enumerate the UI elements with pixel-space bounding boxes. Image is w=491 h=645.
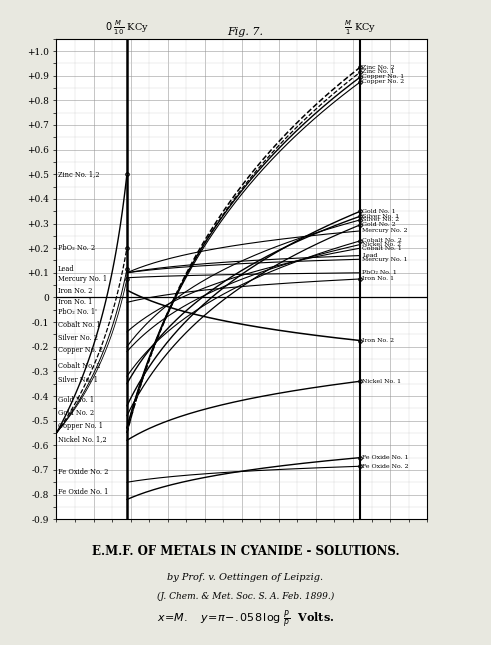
Text: Gold No. 2: Gold No. 2 <box>362 223 396 227</box>
Text: Cobalt No. 2: Cobalt No. 2 <box>362 238 402 243</box>
Text: Gold No. 1: Gold No. 1 <box>57 396 94 404</box>
Text: E.M.F. OF METALS IN CYANIDE - SOLUTIONS.: E.M.F. OF METALS IN CYANIDE - SOLUTIONS. <box>92 545 399 558</box>
Text: Nickel No. 1,2: Nickel No. 1,2 <box>57 435 106 443</box>
Text: Copper No. 1: Copper No. 1 <box>362 74 405 79</box>
Text: (J. Chem. & Met. Soc. S. A. Feb. 1899.): (J. Chem. & Met. Soc. S. A. Feb. 1899.) <box>157 592 334 601</box>
Text: Cobalt No. 2: Cobalt No. 2 <box>57 362 100 370</box>
Text: Copper No. 1: Copper No. 1 <box>57 422 103 430</box>
Text: Fe Oxide No. 1: Fe Oxide No. 1 <box>362 455 409 460</box>
Text: PbO₂ No. 2: PbO₂ No. 2 <box>57 244 95 252</box>
Text: Lead: Lead <box>57 265 74 273</box>
Text: Iron No. 2: Iron No. 2 <box>362 338 394 343</box>
Text: Mercury No. 1: Mercury No. 1 <box>362 257 408 262</box>
Text: Fe Oxide No. 2: Fe Oxide No. 2 <box>362 464 409 469</box>
Text: Copper No. 2: Copper No. 2 <box>362 79 405 84</box>
Text: Iron No. 2: Iron No. 2 <box>57 287 92 295</box>
Text: Zinc No. 1,2: Zinc No. 1,2 <box>57 170 99 178</box>
Text: Cobalt No. 1: Cobalt No. 1 <box>362 246 402 251</box>
Text: Gold No. 2: Gold No. 2 <box>57 410 94 417</box>
Text: Silver No. 1: Silver No. 1 <box>57 376 98 384</box>
Text: Fig. 7.: Fig. 7. <box>227 27 264 37</box>
Text: by Prof. v. Oettingen of Leipzig.: by Prof. v. Oettingen of Leipzig. <box>167 573 324 582</box>
Text: $0 \;\frac{M}{10}$ KCy: $0 \;\frac{M}{10}$ KCy <box>105 19 149 37</box>
Text: Fe Oxide No. 2: Fe Oxide No. 2 <box>57 468 108 477</box>
Text: $x\!=\!M.$   $y\!=\!\pi\!-\!.058\,\log\,\frac{P}{p}$  Volts.: $x\!=\!M.$ $y\!=\!\pi\!-\!.058\,\log\,\f… <box>157 608 334 631</box>
Text: Fe Oxide No. 1: Fe Oxide No. 1 <box>57 488 108 496</box>
Text: Gold No. 1: Gold No. 1 <box>362 209 396 213</box>
Text: Silver No. 2: Silver No. 2 <box>362 217 400 223</box>
Text: Nickel No. 2: Nickel No. 2 <box>362 242 402 247</box>
Text: Nickel No. 1: Nickel No. 1 <box>362 379 402 384</box>
Text: Copper No. 2: Copper No. 2 <box>57 346 103 354</box>
Text: PbO₂ No. 1: PbO₂ No. 1 <box>362 270 397 275</box>
Text: Silver No. 1: Silver No. 1 <box>362 213 400 219</box>
Text: Zinc No. 1: Zinc No. 1 <box>362 70 395 74</box>
Text: Mercury No. 1: Mercury No. 1 <box>57 275 107 283</box>
Text: Silver No. 2: Silver No. 2 <box>57 334 98 342</box>
Text: Lead: Lead <box>362 253 378 258</box>
Text: $\frac{M}{1}$ KCy: $\frac{M}{1}$ KCy <box>344 19 377 37</box>
Text: Mercury No. 2: Mercury No. 2 <box>362 228 408 233</box>
Text: PbO₂ No. 1': PbO₂ No. 1' <box>57 308 96 316</box>
Text: Zinc No. 2: Zinc No. 2 <box>362 64 395 70</box>
Text: Iron No. 1: Iron No. 1 <box>57 299 92 306</box>
Text: Iron No. 1: Iron No. 1 <box>362 277 394 281</box>
Text: Cobalt No. 1: Cobalt No. 1 <box>57 321 100 328</box>
